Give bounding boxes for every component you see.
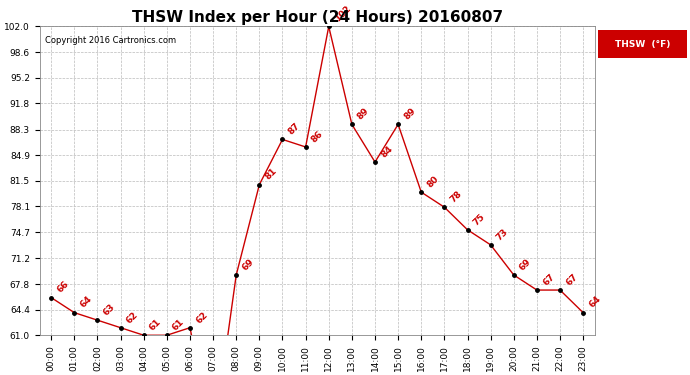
Title: THSW Index per Hour (24 Hours) 20160807: THSW Index per Hour (24 Hours) 20160807 <box>132 10 503 25</box>
Text: 69: 69 <box>518 257 533 272</box>
Text: 64: 64 <box>79 295 94 310</box>
Text: Copyright 2016 Cartronics.com: Copyright 2016 Cartronics.com <box>45 36 177 45</box>
Text: 73: 73 <box>495 227 510 242</box>
Text: 80: 80 <box>426 174 440 189</box>
Text: 89: 89 <box>356 106 371 122</box>
Text: 61: 61 <box>148 317 163 333</box>
Text: 62: 62 <box>194 310 209 325</box>
Text: 78: 78 <box>448 189 464 204</box>
Text: 64: 64 <box>587 295 602 310</box>
Text: 87: 87 <box>286 122 302 136</box>
Text: 69: 69 <box>240 257 256 272</box>
Text: 81: 81 <box>264 166 279 182</box>
Text: THSW  (°F): THSW (°F) <box>615 40 670 49</box>
Text: 102: 102 <box>333 4 353 24</box>
Text: 84: 84 <box>380 144 395 159</box>
Text: 66: 66 <box>55 280 70 295</box>
Text: 67: 67 <box>541 272 556 287</box>
Text: 47: 47 <box>0 374 1 375</box>
Text: 89: 89 <box>402 106 417 122</box>
Text: 67: 67 <box>564 272 580 287</box>
Text: 61: 61 <box>171 317 186 333</box>
Text: 86: 86 <box>310 129 325 144</box>
Text: 63: 63 <box>101 302 117 317</box>
Text: 62: 62 <box>125 310 140 325</box>
Text: 75: 75 <box>472 212 487 227</box>
